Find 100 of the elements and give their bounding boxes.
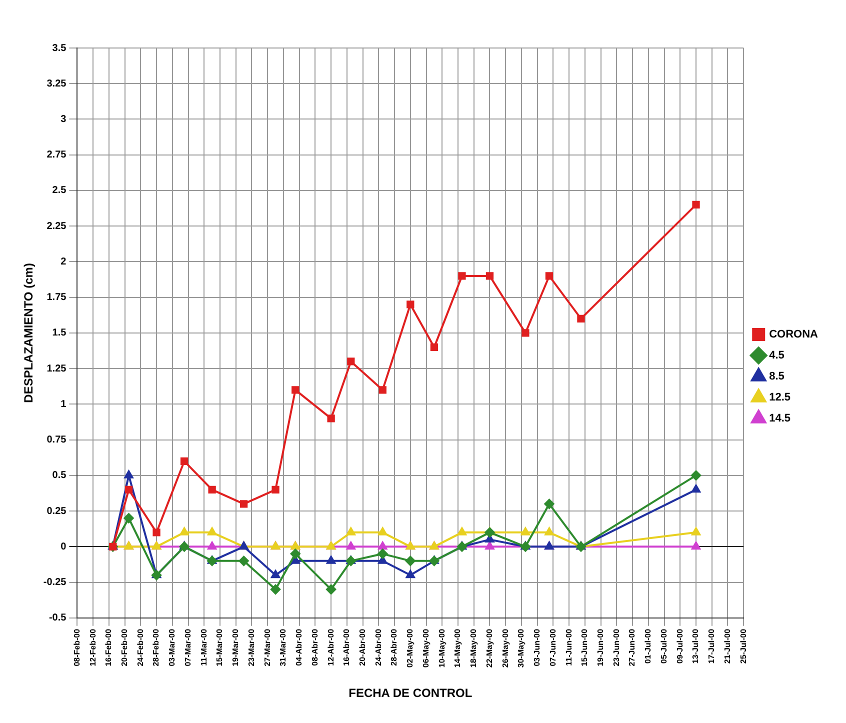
point	[430, 343, 438, 352]
point	[238, 556, 249, 566]
point	[292, 386, 300, 394]
x-tick-label: 31-Mar-00	[278, 628, 288, 666]
x-tick-label: 05-Jul-00	[659, 628, 668, 664]
y-tick-label: 0.25	[46, 506, 67, 517]
x-tick-label: 03-Mar-00	[168, 628, 177, 666]
legend-label: CORONA	[769, 328, 818, 341]
point	[180, 457, 188, 466]
y-tick-label: 1	[60, 398, 67, 410]
x-tick-label: 17-Jul-00	[707, 628, 716, 664]
point	[240, 500, 248, 508]
point	[520, 527, 530, 536]
point	[692, 542, 700, 550]
point	[346, 527, 356, 536]
point	[692, 200, 700, 209]
point	[378, 527, 388, 536]
x-tick-label: 22-May-00	[484, 628, 494, 668]
legend-label: 4.5	[769, 350, 784, 362]
x-tick-label: 11-Mar-00	[199, 628, 208, 666]
x-tick-label: 08-Abr-00	[310, 628, 320, 666]
legend-label: 8.5	[769, 370, 784, 383]
point	[545, 272, 554, 280]
point	[378, 542, 388, 550]
point	[378, 386, 386, 394]
point	[208, 486, 216, 494]
x-tick-label: 10-May-00	[437, 628, 446, 668]
point	[208, 527, 217, 536]
x-tick-label: 27-Jun-00	[628, 628, 637, 666]
point	[577, 314, 585, 323]
x-tick-label: 08-Feb-00	[72, 628, 82, 666]
point	[544, 527, 554, 536]
y-tick-label: 1.75	[46, 292, 67, 304]
x-tick-label: 28-Feb-00	[152, 628, 161, 666]
x-tick-label: 06-May-00	[421, 628, 430, 668]
x-tick-label: 14-May-00	[453, 628, 462, 668]
x-tick-label: 23-Mar-00	[246, 628, 256, 666]
y-tick-label: 2	[60, 256, 67, 268]
point	[692, 484, 700, 493]
point	[180, 527, 189, 536]
point	[544, 498, 554, 509]
x-tick-label: 19-Mar-00	[231, 628, 240, 666]
point	[458, 272, 466, 280]
point	[270, 584, 281, 594]
legend-label: 14.5	[769, 412, 791, 425]
x-tick-label: 26-May-00	[500, 628, 510, 668]
x-tick-label: 13-Jul-00	[691, 628, 700, 664]
point	[124, 486, 133, 494]
x-tick-label: 24-Feb-00	[136, 628, 145, 666]
x-tick-label: 11-Jun-00	[564, 628, 574, 666]
point	[124, 470, 134, 478]
point	[406, 570, 415, 578]
y-tick-label: 1.25	[46, 363, 67, 374]
y-tick-label: 3.5	[52, 42, 67, 54]
x-tick-label: 21-Jul-00	[722, 628, 732, 664]
point	[124, 513, 134, 524]
point	[458, 527, 466, 536]
x-tick-label: 12-Feb-00	[88, 628, 98, 666]
y-tick-label: 0	[60, 541, 67, 552]
y-tick-label: 2.25	[46, 220, 67, 232]
point	[691, 470, 702, 480]
x-tick-label: 25-Jul-00	[738, 628, 748, 664]
point	[272, 486, 280, 494]
x-tick-label: 03-Jun-00	[532, 628, 542, 666]
x-tick-label: 16-Abr-00	[342, 628, 352, 666]
point	[485, 542, 494, 550]
point	[378, 548, 388, 559]
x-tick-label: 15-Jun-00	[580, 628, 590, 666]
y-axis-title: DESPLAZAMIENTO (cm)	[22, 263, 36, 403]
x-tick-label: 20-Abr-00	[358, 628, 368, 666]
x-tick-label: 23-Jun-00	[612, 628, 621, 666]
point	[522, 329, 530, 337]
x-tick-label: 16-Feb-00	[104, 628, 114, 666]
point	[326, 584, 336, 594]
x-tick-label: 15-Mar-00	[215, 628, 224, 666]
x-tick-label: 12-Abr-00	[326, 628, 336, 666]
point	[152, 528, 160, 536]
point	[486, 272, 494, 280]
point	[271, 570, 280, 578]
x-tick-label: 02-May-00	[406, 628, 415, 668]
point	[406, 300, 414, 308]
x-tick-label: 18-May-00	[469, 628, 478, 668]
y-tick-label: 2.5	[52, 185, 67, 196]
legend-label: 12.5	[769, 392, 791, 404]
x-tick-label: 20-Feb-00	[120, 628, 129, 666]
x-tick-label: 01-Jul-00	[644, 628, 653, 664]
x-tick-label: 07-Jun-00	[548, 628, 558, 666]
point	[692, 527, 700, 536]
x-tick-label: 07-Mar-00	[183, 628, 192, 666]
x-tick-label: 19-Jun-00	[596, 628, 606, 666]
x-tick-label: 09-Jul-00	[675, 628, 684, 664]
point	[327, 414, 335, 422]
x-tick-label: 04-Abr-00	[294, 628, 304, 666]
x-tick-label: 30-May-00	[516, 628, 526, 668]
x-tick-label: 27-Mar-00	[262, 628, 272, 666]
y-tick-label: 2.75	[46, 150, 67, 161]
y-tick-label: 3	[60, 114, 67, 125]
point	[346, 542, 356, 550]
point	[208, 542, 217, 550]
point	[326, 556, 336, 564]
